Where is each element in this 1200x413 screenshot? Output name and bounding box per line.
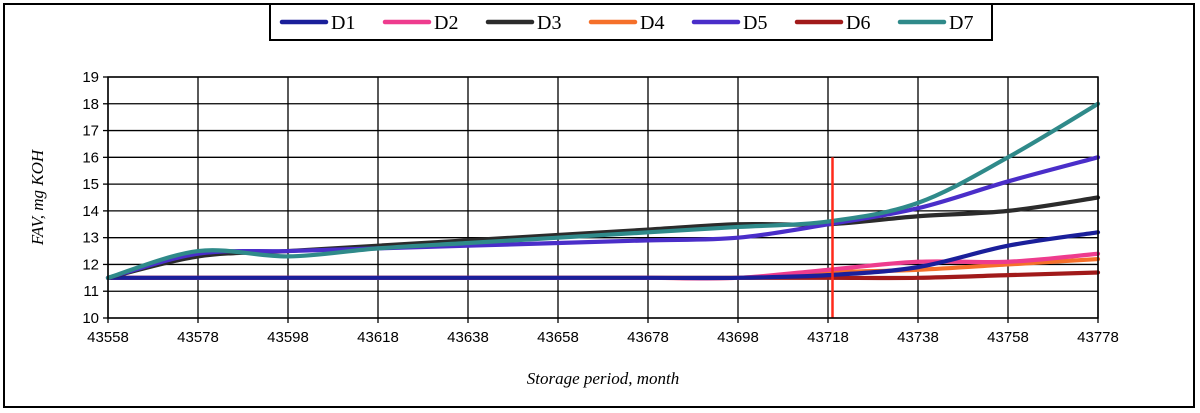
x-tick-label: 43678 — [627, 329, 669, 346]
y-tick-label: 19 — [82, 69, 99, 86]
x-tick-label: 43658 — [537, 329, 579, 346]
plot-border — [107, 76, 1099, 319]
series-line-d1 — [105, 230, 1101, 281]
x-tick-label: 43558 — [87, 329, 129, 346]
legend-label-d5: D5 — [743, 12, 767, 34]
y-axis-title: FAV, mg KOH — [28, 148, 47, 246]
legend-label-d4: D4 — [640, 12, 664, 34]
axes: 10 11 12 13 14 15 16 17 18 19 43558 43578 43598 43618… — [82, 69, 1119, 346]
series-layer — [105, 101, 1101, 281]
x-tick-label: 43598 — [267, 329, 309, 346]
legend-label-d7: D7 — [949, 12, 973, 34]
y-tick-label: 14 — [82, 203, 99, 220]
legend: D1 D2 D3 D4 D5 D6 D7 — [269, 3, 993, 41]
legend-label-d2: D2 — [434, 12, 458, 34]
x-tick-label: 43638 — [447, 329, 489, 346]
y-tick-label: 17 — [82, 123, 99, 140]
x-tick-label: 43758 — [987, 329, 1029, 346]
y-tick-label: 13 — [82, 230, 99, 247]
x-tick-label: 43578 — [177, 329, 219, 346]
y-tick-label: 16 — [82, 149, 99, 166]
y-tick-label: 11 — [83, 283, 99, 300]
x-tick-label: 43778 — [1077, 329, 1119, 346]
x-tick-label: 43738 — [897, 329, 939, 346]
x-axis-title: Storage period, month — [527, 369, 680, 388]
series-line-d5 — [105, 155, 1101, 280]
y-tick-label: 10 — [82, 310, 99, 327]
legend-label-d3: D3 — [537, 12, 561, 34]
series-line-d7 — [105, 101, 1101, 280]
x-tick-label: 43718 — [807, 329, 849, 346]
y-tick-label: 15 — [82, 176, 99, 193]
legend-label-d1: D1 — [331, 12, 355, 34]
y-tick-label: 18 — [82, 96, 99, 113]
x-tick-label: 43618 — [357, 329, 399, 346]
x-tick-label: 43698 — [717, 329, 759, 346]
y-tick-label: 12 — [82, 256, 99, 273]
chart-frame — [3, 3, 1195, 408]
legend-label-d6: D6 — [846, 12, 870, 34]
